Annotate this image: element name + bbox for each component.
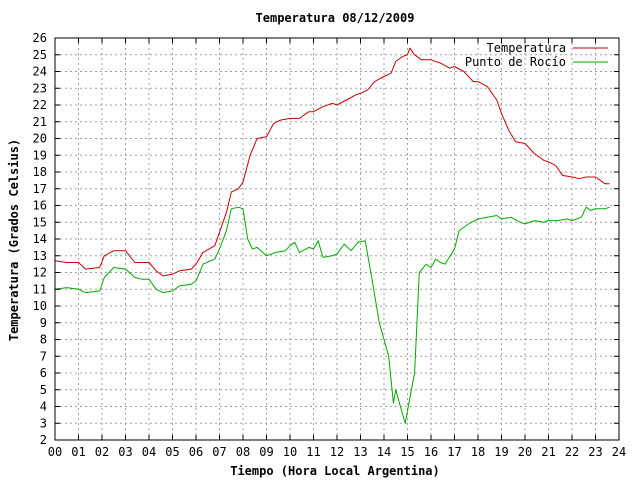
x-tick-label: 07 xyxy=(212,445,226,459)
x-tick-label: 12 xyxy=(330,445,344,459)
y-tick-label: 10 xyxy=(33,299,47,313)
x-tick-label: 16 xyxy=(424,445,438,459)
x-tick-label: 11 xyxy=(306,445,320,459)
y-tick-label: 17 xyxy=(33,182,47,196)
x-axis-ticks: 00 01 02 03 04 05 06 07 08 09 10 11 12 13 14 15 16 17 18 19… xyxy=(48,38,626,459)
chart-title: Temperatura 08/12/2009 xyxy=(256,11,415,25)
y-tick-label: 5 xyxy=(40,383,47,397)
x-tick-label: 24 xyxy=(612,445,626,459)
y-tick-label: 24 xyxy=(33,65,47,79)
x-tick-label: 14 xyxy=(377,445,391,459)
y-tick-label: 18 xyxy=(33,165,47,179)
x-tick-label: 06 xyxy=(189,445,203,459)
y-tick-label: 4 xyxy=(40,400,47,414)
x-tick-label: 08 xyxy=(236,445,250,459)
series-line-temperatura xyxy=(54,47,610,277)
y-tick-label: 21 xyxy=(33,115,47,129)
x-tick-label: 03 xyxy=(118,445,132,459)
series-layer xyxy=(54,47,610,424)
x-tick-label: 17 xyxy=(447,445,461,459)
y-tick-label: 2 xyxy=(40,433,47,447)
x-tick-label: 02 xyxy=(95,445,109,459)
y-tick-label: 7 xyxy=(40,349,47,363)
y-tick-label: 3 xyxy=(40,416,47,430)
x-axis-label: Tiempo (Hora Local Argentina) xyxy=(230,464,440,478)
x-tick-label: 04 xyxy=(142,445,156,459)
y-axis-label: Temperatura (Grados Celsius) xyxy=(7,139,21,341)
legend-label: Punto de Rocío xyxy=(465,55,566,69)
y-tick-label: 15 xyxy=(33,215,47,229)
x-tick-label: 18 xyxy=(471,445,485,459)
y-tick-label: 26 xyxy=(33,31,47,45)
x-tick-label: 21 xyxy=(541,445,555,459)
y-axis-ticks: 2345678910111213141516171819202122232425… xyxy=(33,31,619,447)
x-tick-label: 09 xyxy=(259,445,273,459)
y-tick-label: 22 xyxy=(33,98,47,112)
x-tick-label: 23 xyxy=(588,445,602,459)
y-tick-label: 14 xyxy=(33,232,47,246)
x-tick-label: 15 xyxy=(400,445,414,459)
x-tick-label: 22 xyxy=(565,445,579,459)
x-tick-label: 00 xyxy=(48,445,62,459)
x-tick-label: 20 xyxy=(518,445,532,459)
y-tick-label: 11 xyxy=(33,282,47,296)
x-tick-label: 10 xyxy=(283,445,297,459)
y-tick-label: 23 xyxy=(33,81,47,95)
y-tick-label: 16 xyxy=(33,199,47,213)
x-tick-label: 19 xyxy=(494,445,508,459)
series-line-punto-de-rocio xyxy=(54,206,610,424)
y-tick-label: 9 xyxy=(40,316,47,330)
x-tick-label: 05 xyxy=(165,445,179,459)
x-tick-label: 01 xyxy=(71,445,85,459)
y-tick-label: 25 xyxy=(33,48,47,62)
y-tick-label: 19 xyxy=(33,148,47,162)
legend-label: Temperatura xyxy=(487,41,566,55)
grid xyxy=(55,38,619,440)
y-tick-label: 20 xyxy=(33,132,47,146)
y-tick-label: 12 xyxy=(33,266,47,280)
x-tick-label: 13 xyxy=(353,445,367,459)
y-tick-label: 6 xyxy=(40,366,47,380)
y-tick-label: 13 xyxy=(33,249,47,263)
y-tick-label: 8 xyxy=(40,333,47,347)
